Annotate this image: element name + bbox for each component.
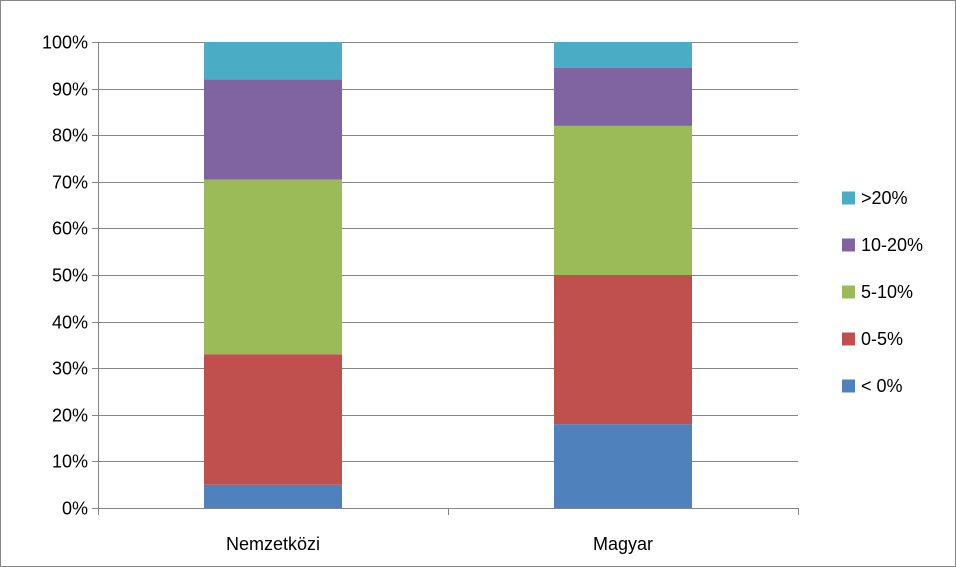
y-tick-label: 60%	[52, 219, 88, 239]
x-category-label: Nemzetközi	[226, 534, 320, 554]
legend-swatch	[842, 379, 855, 393]
bar-segment	[554, 42, 692, 68]
y-tick-label: 30%	[52, 359, 88, 379]
legend-label: >20%	[861, 188, 908, 208]
bar-segment	[554, 67, 692, 126]
bars	[204, 42, 692, 508]
legend-label: 10-20%	[861, 235, 923, 255]
y-tick-label: 50%	[52, 266, 88, 286]
bar-segment	[554, 125, 692, 275]
legend: >20% 10-20% 5-10% 0-5% < 0%	[842, 188, 923, 396]
legend-swatch	[842, 191, 855, 205]
bar-segment	[204, 484, 342, 508]
axes: 0% 10% 20% 30% 40% 50% 60% 70% 80% 90% 100% Nemzetk…	[42, 33, 799, 554]
bar-segment	[204, 354, 342, 485]
legend-label: 5-10%	[861, 282, 913, 302]
gridlines	[98, 42, 798, 462]
bar-segment	[204, 42, 342, 80]
legend-swatch	[842, 332, 855, 346]
bar-segment	[204, 79, 342, 180]
bar-segment	[204, 179, 342, 355]
y-tick-label: 100%	[42, 33, 88, 53]
y-tick-label: 80%	[52, 126, 88, 146]
y-tick-label: 0%	[62, 499, 88, 519]
y-tick-label: 90%	[52, 80, 88, 100]
y-tick-label: 20%	[52, 406, 88, 426]
legend-swatch	[842, 285, 855, 299]
legend-label: 0-5%	[861, 329, 903, 349]
y-tick-label: 10%	[52, 452, 88, 472]
y-tick-label: 40%	[52, 313, 88, 333]
y-tick-label: 70%	[52, 173, 88, 193]
x-category-label: Magyar	[593, 534, 653, 554]
bar-segment	[554, 275, 692, 425]
legend-label: < 0%	[861, 376, 903, 396]
bar-segment	[554, 424, 692, 508]
legend-swatch	[842, 238, 855, 252]
